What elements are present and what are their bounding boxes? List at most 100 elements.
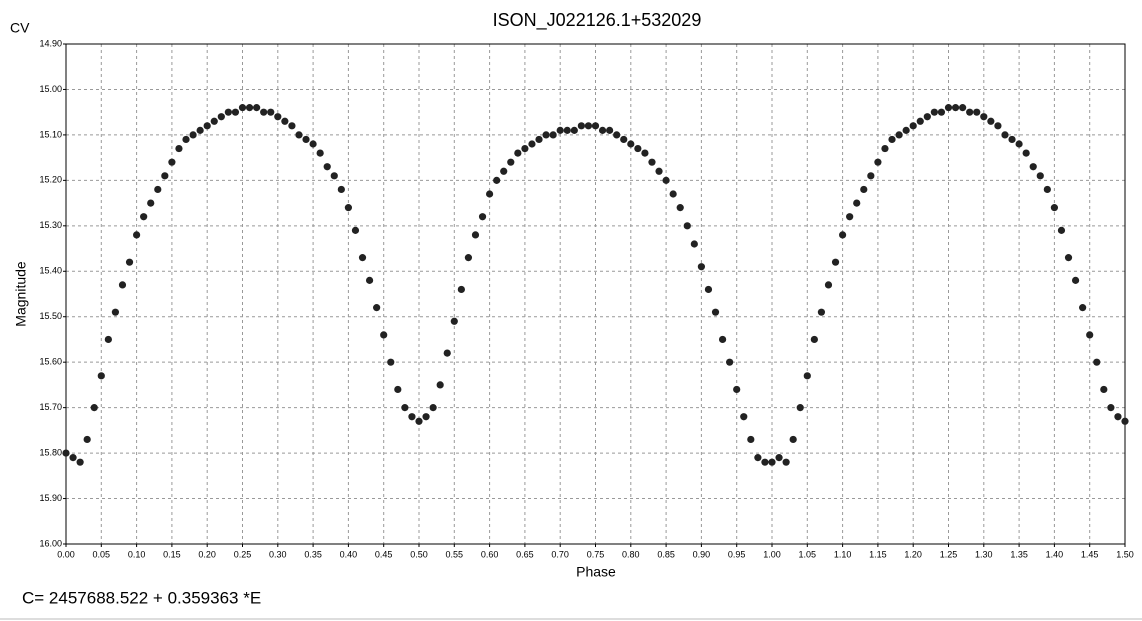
data-point <box>1022 149 1030 157</box>
data-point <box>697 263 706 271</box>
data-point <box>994 122 1002 130</box>
data-point <box>803 372 811 380</box>
x-tick-label: 0.25 <box>234 549 252 559</box>
data-point <box>457 285 465 294</box>
data-point <box>260 108 268 116</box>
data-point <box>1057 226 1066 234</box>
data-point <box>810 335 818 344</box>
x-tick-label: 0.75 <box>587 549 605 559</box>
data-point <box>980 113 988 121</box>
data-point <box>733 385 741 394</box>
x-tick-label: 0.40 <box>340 549 358 559</box>
y-tick-label: 15.00 <box>39 84 62 94</box>
data-point <box>881 144 889 153</box>
x-tick-label: 0.65 <box>516 549 534 559</box>
data-point <box>1079 304 1087 312</box>
data-point <box>1071 276 1080 284</box>
x-tick-label: 1.45 <box>1081 549 1099 559</box>
data-point <box>860 185 868 194</box>
data-point <box>606 126 614 134</box>
data-point <box>641 149 649 157</box>
data-point <box>514 149 522 157</box>
data-point <box>1050 204 1058 212</box>
data-point <box>408 413 416 421</box>
data-point <box>281 117 289 125</box>
data-point <box>839 231 847 239</box>
data-point <box>973 108 981 116</box>
data-point <box>133 231 141 239</box>
data-point <box>295 131 303 139</box>
y-tick-label: 15.80 <box>39 447 62 457</box>
data-point <box>493 176 501 184</box>
x-tick-label: 0.35 <box>304 549 322 559</box>
data-point <box>535 135 543 144</box>
data-point <box>888 135 896 144</box>
data-point <box>584 122 593 130</box>
data-point <box>577 122 585 130</box>
data-point <box>401 404 409 412</box>
y-tick-label: 15.70 <box>39 402 62 412</box>
x-tick-label: 0.50 <box>410 549 428 559</box>
data-point <box>125 258 134 266</box>
data-point <box>309 140 317 148</box>
data-point <box>627 140 635 148</box>
x-tick-label: 1.30 <box>975 549 993 559</box>
plot-frame <box>65 43 1126 545</box>
data-point <box>761 458 769 466</box>
data-point <box>175 144 183 153</box>
data-point <box>987 117 995 125</box>
data-point <box>831 258 840 266</box>
data-point <box>224 108 232 116</box>
data-point <box>1064 254 1073 262</box>
data-point <box>909 122 917 130</box>
data-point <box>69 454 77 462</box>
data-point <box>895 131 903 139</box>
x-tick-label: 0.00 <box>57 549 75 559</box>
data-point <box>231 108 240 116</box>
data-point <box>118 281 127 289</box>
data-point <box>486 190 494 198</box>
data-point <box>1008 135 1016 144</box>
data-point <box>542 131 550 139</box>
data-point <box>704 285 713 294</box>
data-point <box>966 108 974 116</box>
data-point <box>203 122 211 130</box>
data-point <box>189 131 197 139</box>
data-point <box>1015 140 1023 148</box>
data-point <box>464 254 473 262</box>
data-point <box>634 144 642 153</box>
data-point <box>238 104 247 112</box>
corner-label: CV <box>10 20 30 36</box>
data-point <box>302 135 310 144</box>
x-tick-label: 0.05 <box>93 549 111 559</box>
x-axis-label: Phase <box>576 564 616 580</box>
data-point <box>365 276 374 284</box>
data-point <box>951 104 960 112</box>
data-point <box>683 222 691 230</box>
data-point <box>916 117 924 125</box>
data-point <box>450 317 458 325</box>
data-point <box>620 135 628 144</box>
data-point <box>62 449 70 457</box>
x-tick-label: 0.70 <box>551 549 569 559</box>
data-point <box>874 158 882 166</box>
x-tick-label: 1.20 <box>904 549 922 559</box>
y-tick-label: 15.30 <box>39 220 62 230</box>
data-point <box>747 435 755 444</box>
data-point <box>775 454 783 462</box>
data-point <box>415 417 423 425</box>
y-tick-label: 15.60 <box>39 357 62 367</box>
data-point <box>1100 385 1108 394</box>
x-tick-label: 1.35 <box>1010 549 1028 559</box>
data-point <box>111 308 120 316</box>
x-tick-label: 1.00 <box>763 549 781 559</box>
data-point <box>726 358 734 366</box>
data-point <box>521 144 529 153</box>
data-point <box>337 185 345 194</box>
data-point <box>676 204 684 212</box>
data-point <box>824 281 833 289</box>
data-point <box>570 126 578 134</box>
y-tick-label: 15.50 <box>39 311 62 321</box>
x-tick-label: 0.95 <box>728 549 746 559</box>
